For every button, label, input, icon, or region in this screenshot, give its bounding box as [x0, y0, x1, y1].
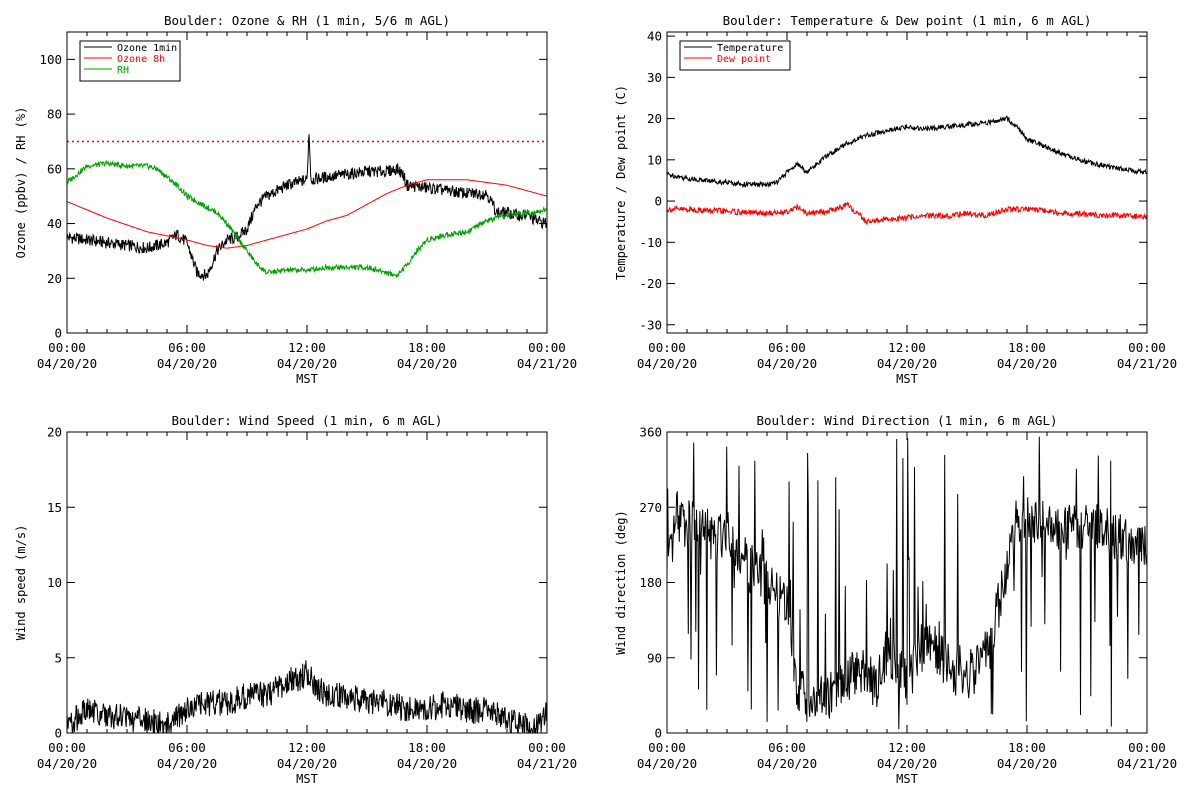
x-tick-time-label: 06:00 [168, 340, 206, 355]
series-line-1 [667, 115, 1147, 189]
series-line-3 [67, 159, 547, 278]
x-tick-date-label: 04/20/20 [637, 356, 697, 371]
y-tick-label: 0 [654, 194, 662, 209]
series-line-2 [67, 179, 547, 249]
y-tick-label: 90 [647, 650, 662, 665]
y-tick-label: 10 [47, 575, 62, 590]
y-axis-label: Ozone (ppbv) / RH (%) [14, 107, 28, 259]
x-tick-date-label: 04/20/20 [277, 756, 337, 771]
chart-title: Boulder: Wind Speed (1 min, 6 m AGL) [172, 413, 443, 428]
legend-box [79, 40, 181, 82]
x-tick-date-label: 04/21/20 [1117, 356, 1177, 371]
chart-panel-1: Boulder: Ozone & RH (1 min, 5/6 m AGL) 0 2… [14, 13, 577, 386]
x-tick-date-label: 04/20/20 [37, 356, 97, 371]
x-tick-time-label: 18:00 [408, 340, 446, 355]
x-tick-date-label: 04/20/20 [37, 756, 97, 771]
x-tick-date-label: 04/20/20 [157, 756, 217, 771]
x-axis-label: MST [296, 772, 318, 786]
x-tick-date-label: 04/20/20 [397, 756, 457, 771]
y-tick-label: 20 [647, 111, 662, 126]
x-tick-time-label: 18:00 [408, 740, 446, 755]
legend-box [679, 40, 791, 71]
x-tick-date-label: 04/20/20 [997, 756, 1057, 771]
y-tick-label: 40 [647, 29, 662, 44]
y-tick-label: 40 [47, 216, 62, 231]
x-tick-time-label: 12:00 [288, 740, 326, 755]
y-tick-label: 10 [647, 152, 662, 167]
y-tick-label: 30 [647, 70, 662, 85]
x-tick-date-label: 04/20/20 [877, 756, 937, 771]
y-tick-label: 270 [639, 500, 662, 515]
y-tick-label: 0 [54, 326, 62, 341]
x-tick-time-label: 00:00 [528, 340, 566, 355]
legend-label: Ozone 8h [117, 54, 165, 65]
chart-title: Boulder: Wind Direction (1 min, 6 m AGL) [756, 413, 1057, 428]
y-axis-label: Wind speed (m/s) [14, 525, 28, 641]
x-axis-label: MST [296, 372, 318, 386]
x-tick-time-label: 00:00 [1128, 740, 1166, 755]
x-tick-time-label: 18:00 [1008, 340, 1046, 355]
x-tick-time-label: 00:00 [648, 740, 686, 755]
series-line-1 [667, 436, 1147, 730]
x-axis-label: MST [896, 372, 918, 386]
y-tick-label: 15 [47, 500, 62, 515]
x-tick-date-label: 04/21/20 [1117, 756, 1177, 771]
x-tick-time-label: 00:00 [48, 740, 86, 755]
legend-label: Dew point [717, 54, 771, 65]
y-tick-label: 360 [639, 425, 662, 440]
x-tick-date-label: 04/20/20 [997, 356, 1057, 371]
x-tick-date-label: 04/20/20 [277, 356, 337, 371]
y-tick-label: 0 [654, 726, 662, 741]
y-tick-label: -30 [639, 317, 662, 332]
x-tick-date-label: 04/20/20 [397, 356, 457, 371]
x-tick-time-label: 06:00 [168, 740, 206, 755]
series-line-1 [67, 134, 547, 281]
y-tick-label: 20 [47, 425, 62, 440]
y-tick-label: 0 [54, 726, 62, 741]
x-tick-time-label: 00:00 [528, 740, 566, 755]
y-tick-label: 80 [47, 107, 62, 122]
legend-label: RH [117, 65, 129, 76]
legend-label: Ozone 1min [117, 43, 177, 54]
chart-panel-2: Boulder: Temperature & Dew point (1 min,… [614, 13, 1177, 386]
x-tick-time-label: 12:00 [288, 340, 326, 355]
y-tick-label: -10 [639, 235, 662, 250]
x-tick-date-label: 04/21/20 [517, 756, 577, 771]
chart-title: Boulder: Ozone & RH (1 min, 5/6 m AGL) [164, 13, 450, 28]
x-tick-time-label: 00:00 [1128, 340, 1166, 355]
x-tick-time-label: 06:00 [768, 340, 806, 355]
chart-title: Boulder: Temperature & Dew point (1 min,… [723, 13, 1092, 28]
chart-panel-3: Boulder: Wind Speed (1 min, 6 m AGL) 0 5 10… [14, 413, 577, 786]
chart-panel-4: Boulder: Wind Direction (1 min, 6 m AGL)… [614, 413, 1177, 786]
x-tick-date-label: 04/20/20 [637, 756, 697, 771]
x-tick-time-label: 00:00 [48, 340, 86, 355]
y-tick-label: 180 [639, 575, 662, 590]
legend-label: Temperature [717, 43, 783, 54]
series-line-2 [667, 201, 1147, 226]
x-tick-time-label: 06:00 [768, 740, 806, 755]
y-tick-label: 5 [54, 650, 62, 665]
plot-frame [66, 431, 548, 734]
x-tick-date-label: 04/20/20 [757, 356, 817, 371]
x-tick-date-label: 04/20/20 [157, 356, 217, 371]
x-tick-date-label: 04/20/20 [757, 756, 817, 771]
y-axis-label: Wind direction (deg) [614, 510, 628, 655]
x-tick-date-label: 04/20/20 [877, 356, 937, 371]
y-axis-label: Temperature / Dew point (C) [614, 85, 628, 280]
y-tick-label: 100 [39, 52, 62, 67]
x-tick-time-label: 12:00 [888, 740, 926, 755]
y-tick-label: 60 [47, 161, 62, 176]
series-line-1 [67, 660, 547, 733]
y-tick-label: 20 [47, 271, 62, 286]
x-tick-time-label: 00:00 [648, 340, 686, 355]
x-tick-time-label: 18:00 [1008, 740, 1046, 755]
x-axis-label: MST [896, 772, 918, 786]
y-tick-label: -20 [639, 276, 662, 291]
x-tick-date-label: 04/21/20 [517, 356, 577, 371]
x-tick-time-label: 12:00 [888, 340, 926, 355]
